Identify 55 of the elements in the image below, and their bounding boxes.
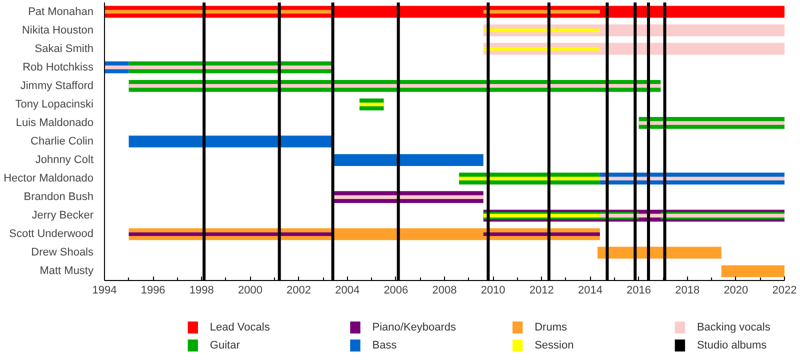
x-tick-label: 2000 <box>238 284 262 296</box>
y-tick-label: Rob Hotchkiss <box>22 61 94 74</box>
y-tick-label: Johnny Colt <box>35 154 94 166</box>
x-tick-label: 2012 <box>529 284 554 296</box>
bar <box>332 154 484 166</box>
bar <box>483 28 600 32</box>
y-tick-label: Sakai Smith <box>34 42 94 55</box>
x-tick-label: 1998 <box>189 284 214 296</box>
y-tick-label: Charlie Colin <box>30 136 94 148</box>
y-tick-label: Tony Lopacinski <box>15 98 94 110</box>
bar <box>104 66 333 70</box>
y-tick-label: Scott Underwood <box>9 228 94 240</box>
x-tick-label: 2016 <box>626 284 652 296</box>
x-tick-label: 2018 <box>675 284 700 296</box>
bar <box>483 232 600 236</box>
legend-label: Backing vocals <box>696 322 771 334</box>
bar <box>128 84 661 88</box>
x-tick-label: 2008 <box>432 284 457 296</box>
bar <box>721 265 784 278</box>
x-tick-label: 1996 <box>140 284 166 296</box>
bar <box>459 176 600 180</box>
bar <box>483 46 600 51</box>
bar <box>600 176 784 180</box>
bar <box>128 136 333 148</box>
y-tick-label: Nikita Houston <box>22 24 94 36</box>
legend-label: Guitar <box>210 340 240 352</box>
x-tick-label: 2006 <box>384 284 408 296</box>
y-tick-label: Hector Maldonado <box>4 172 94 185</box>
y-tick-label: Jerry Becker <box>32 210 94 222</box>
x-tick-label: 2014 <box>578 284 602 296</box>
legend-label: Bass <box>372 340 398 352</box>
y-tick-label: Drew Shoals <box>31 246 94 259</box>
bar <box>332 195 484 199</box>
x-tick-label: 2002 <box>286 284 312 296</box>
bar <box>638 121 784 125</box>
x-tick-label: 2010 <box>480 284 506 296</box>
y-tick-label: Jimmy Stafford <box>20 80 94 92</box>
legend-label: Drums <box>534 322 568 334</box>
x-tick-label: 2004 <box>335 284 360 296</box>
legend-label: Lead Vocals <box>210 322 270 334</box>
legend-label: Session <box>534 340 574 352</box>
bar <box>483 10 600 14</box>
y-tick-label: Luis Maldonado <box>16 116 94 129</box>
bar <box>128 232 333 236</box>
x-tick-label: 1994 <box>92 284 117 296</box>
bar <box>104 10 333 14</box>
y-tick-label: Matt Musty <box>40 265 94 278</box>
y-tick-label: Brandon Bush <box>24 191 94 204</box>
legend-label: Piano/Keyboards <box>372 322 457 334</box>
y-tick-label: Pat Monahan <box>28 6 94 18</box>
legend-label: Studio albums <box>696 340 768 352</box>
bar <box>483 214 600 218</box>
x-tick-label: 2022 <box>772 284 797 296</box>
x-tick-label: 2020 <box>724 284 748 296</box>
bar <box>360 102 384 106</box>
